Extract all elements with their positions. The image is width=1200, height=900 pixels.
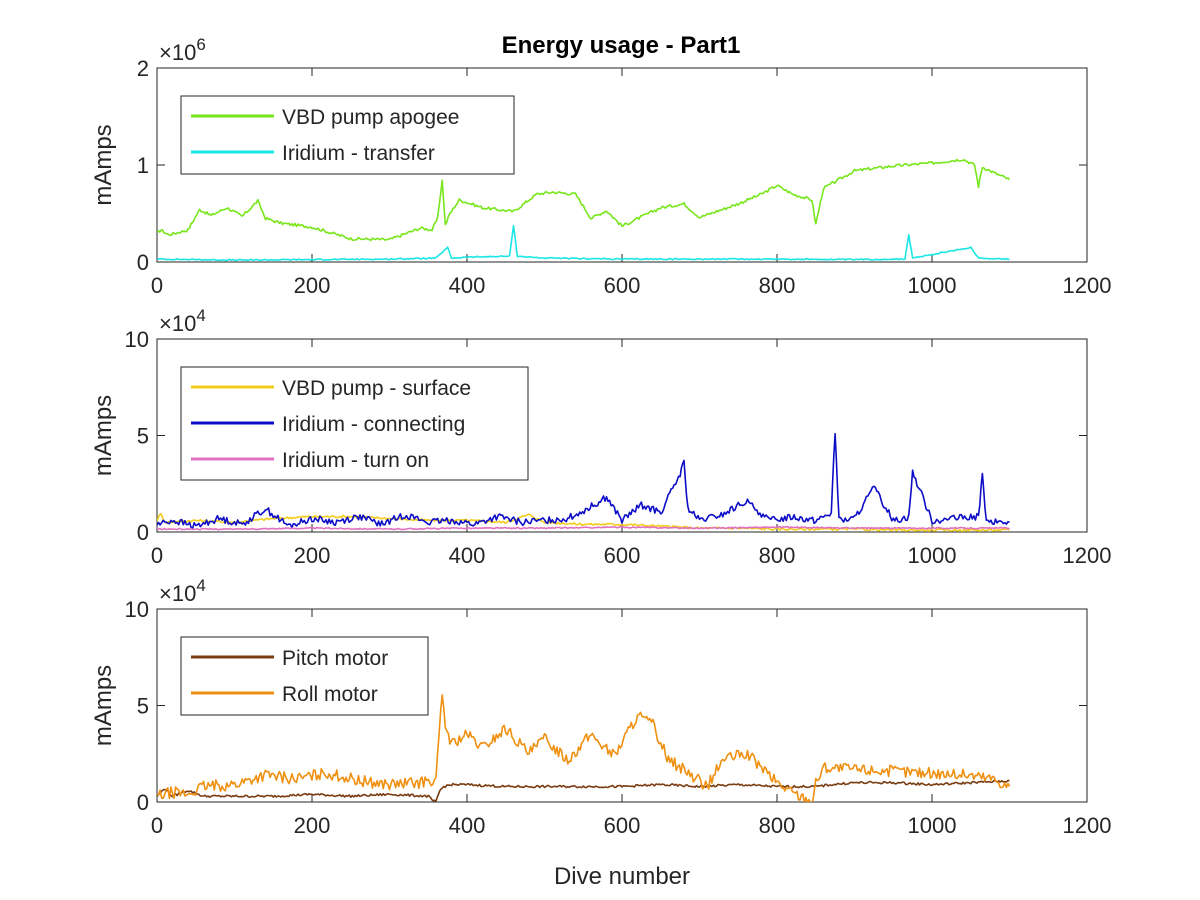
legend: VBD pump - surface Iridium - connecting Ir… bbox=[180, 366, 529, 481]
x-tick-label: 800 bbox=[759, 543, 796, 568]
y-tick-label: 5 bbox=[137, 694, 149, 719]
legend-entry: Iridium - transfer bbox=[282, 142, 435, 165]
legend: VBD pump apogee Iridium - transfer bbox=[180, 95, 515, 175]
legend-entry: Iridium - connecting bbox=[282, 413, 465, 436]
x-tick-label: 1200 bbox=[1063, 543, 1112, 568]
x-tick-label: 1200 bbox=[1063, 813, 1112, 838]
x-tick-label: 200 bbox=[294, 543, 331, 568]
x-tick-label: 400 bbox=[449, 543, 486, 568]
x-tick-label: 800 bbox=[759, 813, 796, 838]
y-axis-label: mAmps bbox=[90, 395, 117, 476]
y-exponent-label: ×104 bbox=[159, 306, 206, 336]
legend-entry: Iridium - turn on bbox=[282, 449, 429, 472]
series-line-vbd-pump-apogee bbox=[157, 158, 1011, 242]
y-tick-label: 5 bbox=[137, 424, 149, 449]
x-tick-label: 800 bbox=[759, 273, 796, 298]
y-tick-label: 2 bbox=[137, 56, 149, 81]
y-axis-label: mAmps bbox=[90, 124, 117, 205]
y-tick-label: 10 bbox=[125, 597, 149, 622]
legend-box bbox=[180, 636, 429, 716]
y-tick-label: 10 bbox=[125, 327, 149, 352]
middle-subplot: 0 200 400 600 800 1000 1200 0 5 10 ×104 mAmps VBD pu… bbox=[90, 306, 1111, 568]
x-tick-label: 200 bbox=[294, 813, 331, 838]
legend-box bbox=[180, 95, 515, 175]
legend-entry: Roll motor bbox=[282, 683, 378, 706]
x-tick-label: 200 bbox=[294, 273, 331, 298]
chart-title: Energy usage - Part1 bbox=[502, 32, 741, 59]
y-exponent-label: ×104 bbox=[159, 576, 206, 606]
x-tick-label: 0 bbox=[151, 273, 163, 298]
x-tick-label: 0 bbox=[151, 543, 163, 568]
y-tick-label: 1 bbox=[137, 153, 149, 178]
x-tick-label: 600 bbox=[604, 543, 641, 568]
x-tick-label: 600 bbox=[604, 273, 641, 298]
y-tick-label: 0 bbox=[137, 790, 149, 815]
x-tick-label: 1000 bbox=[908, 543, 957, 568]
top-subplot: 0 200 400 600 800 1000 1200 0 1 2 ×106 mAmps VBD pum… bbox=[90, 35, 1111, 298]
y-axis-label: mAmps bbox=[90, 665, 117, 746]
y-exponent-label: ×106 bbox=[159, 35, 206, 65]
x-tick-label: 1200 bbox=[1063, 273, 1112, 298]
x-tick-label: 400 bbox=[449, 273, 486, 298]
y-tick-label: 0 bbox=[137, 250, 149, 275]
x-axis-label: Dive number bbox=[554, 863, 690, 890]
series-line-roll-motor bbox=[157, 694, 1011, 802]
legend-entry: VBD pump - surface bbox=[282, 377, 471, 400]
legend-entry: Pitch motor bbox=[282, 647, 388, 670]
series-line-iridium-connecting bbox=[157, 432, 1010, 529]
bottom-subplot: 0 200 400 600 800 1000 1200 0 5 10 ×104 mAmps Dive n… bbox=[90, 576, 1111, 890]
x-tick-label: 600 bbox=[604, 813, 641, 838]
x-tick-label: 1000 bbox=[908, 813, 957, 838]
legend-entry: VBD pump apogee bbox=[282, 106, 459, 129]
x-tick-label: 1000 bbox=[908, 273, 957, 298]
x-tick-label: 0 bbox=[151, 813, 163, 838]
series-line-iridium-transfer bbox=[157, 224, 1010, 262]
legend: Pitch motor Roll motor bbox=[180, 636, 429, 716]
x-tick-label: 400 bbox=[449, 813, 486, 838]
series-line-iridium-turn-on bbox=[157, 525, 1010, 531]
series-line-vbd-pump-surface bbox=[157, 512, 1010, 532]
y-tick-label: 0 bbox=[137, 520, 149, 545]
series-line-pitch-motor bbox=[157, 779, 1010, 802]
